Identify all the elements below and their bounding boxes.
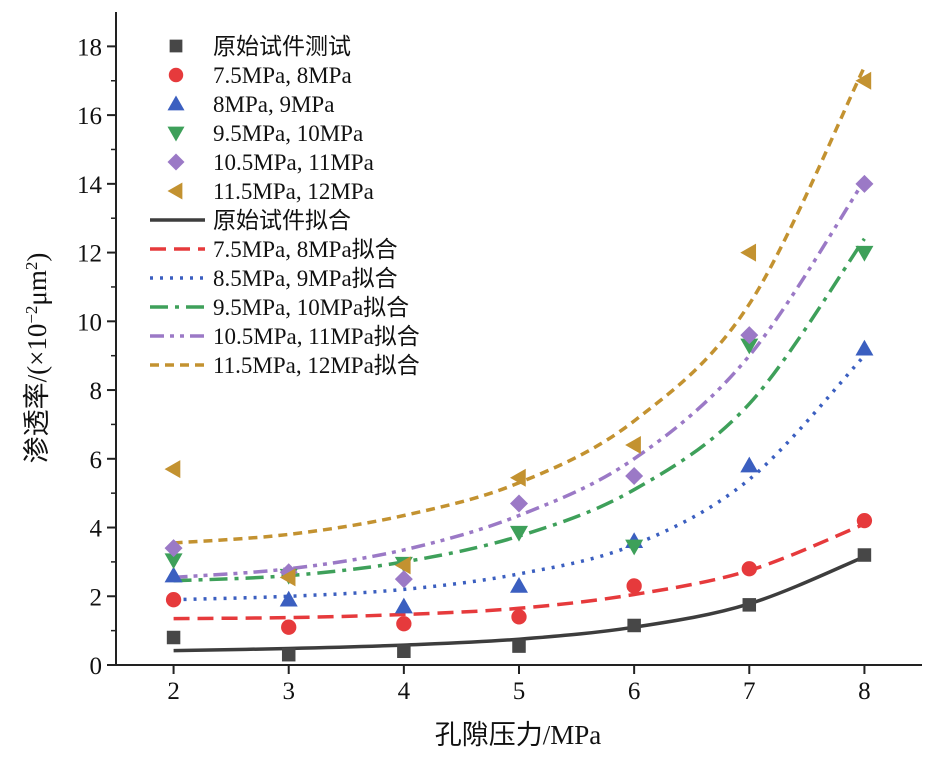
y-tick-label: 12 <box>77 241 102 268</box>
data-point <box>281 619 297 635</box>
fit-line <box>173 66 866 545</box>
data-point <box>740 243 757 262</box>
data-point <box>855 71 872 90</box>
data-point <box>510 468 526 487</box>
legend-label: 10.5MPa, 11MPa拟合 <box>213 324 420 349</box>
data-point <box>510 525 528 542</box>
data-point <box>626 578 642 594</box>
data-point <box>510 576 528 593</box>
data-point <box>742 598 757 612</box>
data-point <box>740 338 759 355</box>
legend-marker <box>167 95 185 111</box>
y-tick-label: 8 <box>90 378 103 405</box>
y-tick-label: 10 <box>77 309 102 336</box>
data-point <box>511 609 527 625</box>
legend-marker <box>167 153 185 171</box>
data-point <box>625 436 641 455</box>
x-tick-label: 6 <box>628 678 641 705</box>
legend: 原始试件测试 7.5MPa, 8MPa 8MPa, 9MPa 9.5MPa, 10MP… <box>150 34 420 378</box>
legend-marker <box>167 126 185 142</box>
y-tick-label: 16 <box>77 103 102 130</box>
legend-label: 8.5MPa, 9MPa拟合 <box>213 266 398 291</box>
legend-label: 7.5MPa, 8MPa <box>213 63 352 88</box>
legend-label: 9.5MPa, 10MPa拟合 <box>213 295 409 320</box>
legend-label: 10.5MPa, 11MPa <box>213 150 374 175</box>
x-tick-label: 8 <box>858 678 871 705</box>
data-point <box>740 456 759 473</box>
data-point <box>166 630 181 645</box>
y-tick-label: 18 <box>77 34 102 61</box>
y-tick-label: 0 <box>90 653 103 680</box>
legend-label: 原始试件拟合 <box>213 208 351 233</box>
y-tick-label: 6 <box>90 447 103 474</box>
data-point <box>512 639 526 653</box>
data-point <box>397 644 411 659</box>
legend-label: 原始试件测试 <box>213 34 351 59</box>
x-tick-label: 5 <box>513 678 526 705</box>
data-point <box>394 556 411 575</box>
data-point <box>855 174 874 193</box>
legend-label: 8MPa, 9MPa <box>213 92 334 117</box>
data-point <box>855 339 874 356</box>
data-point <box>164 460 181 479</box>
x-tick-label: 2 <box>167 678 180 705</box>
data-point <box>857 548 872 562</box>
data-point <box>164 553 183 570</box>
y-axis-title: 渗透率/(×10−2μm2) <box>22 253 52 464</box>
fit-line <box>173 179 866 580</box>
data-point <box>627 618 641 633</box>
data-point <box>625 466 644 485</box>
legend-marker <box>168 67 184 83</box>
data-point <box>279 568 296 587</box>
data-point <box>855 245 874 262</box>
data-point <box>164 566 183 583</box>
data-point <box>740 326 759 345</box>
legend-label: 11.5MPa, 12MPa <box>213 179 374 204</box>
data-point <box>281 647 296 662</box>
data-point <box>279 590 298 607</box>
x-tick-label: 3 <box>282 678 295 705</box>
data-point <box>165 592 182 608</box>
data-point <box>625 539 644 556</box>
legend-label: 11.5MPa, 12MPa拟合 <box>213 353 420 378</box>
data-point <box>394 597 413 614</box>
x-tick-label: 4 <box>398 678 411 705</box>
y-tick-label: 14 <box>77 172 103 199</box>
data-point <box>396 616 412 632</box>
data-point <box>510 494 528 513</box>
data-point <box>394 570 413 589</box>
legend-label: 7.5MPa, 8MPa拟合 <box>213 237 398 262</box>
legend-marker <box>169 39 183 53</box>
data-points <box>164 71 874 662</box>
data-point <box>164 539 183 558</box>
y-tick-label: 2 <box>90 584 103 611</box>
x-tick-label: 7 <box>743 678 756 705</box>
legend-marker <box>167 182 183 200</box>
y-tick-label: 4 <box>90 516 103 543</box>
data-point <box>741 561 757 577</box>
axes: 2 3 4 5 6 7 8 0 2 4 6 8 10 12 14 16 18 <box>77 12 922 705</box>
x-axis-title: 孔隙压力/MPa <box>435 720 602 750</box>
data-point <box>856 513 873 529</box>
legend-label: 9.5MPa, 10MPa <box>213 121 363 146</box>
